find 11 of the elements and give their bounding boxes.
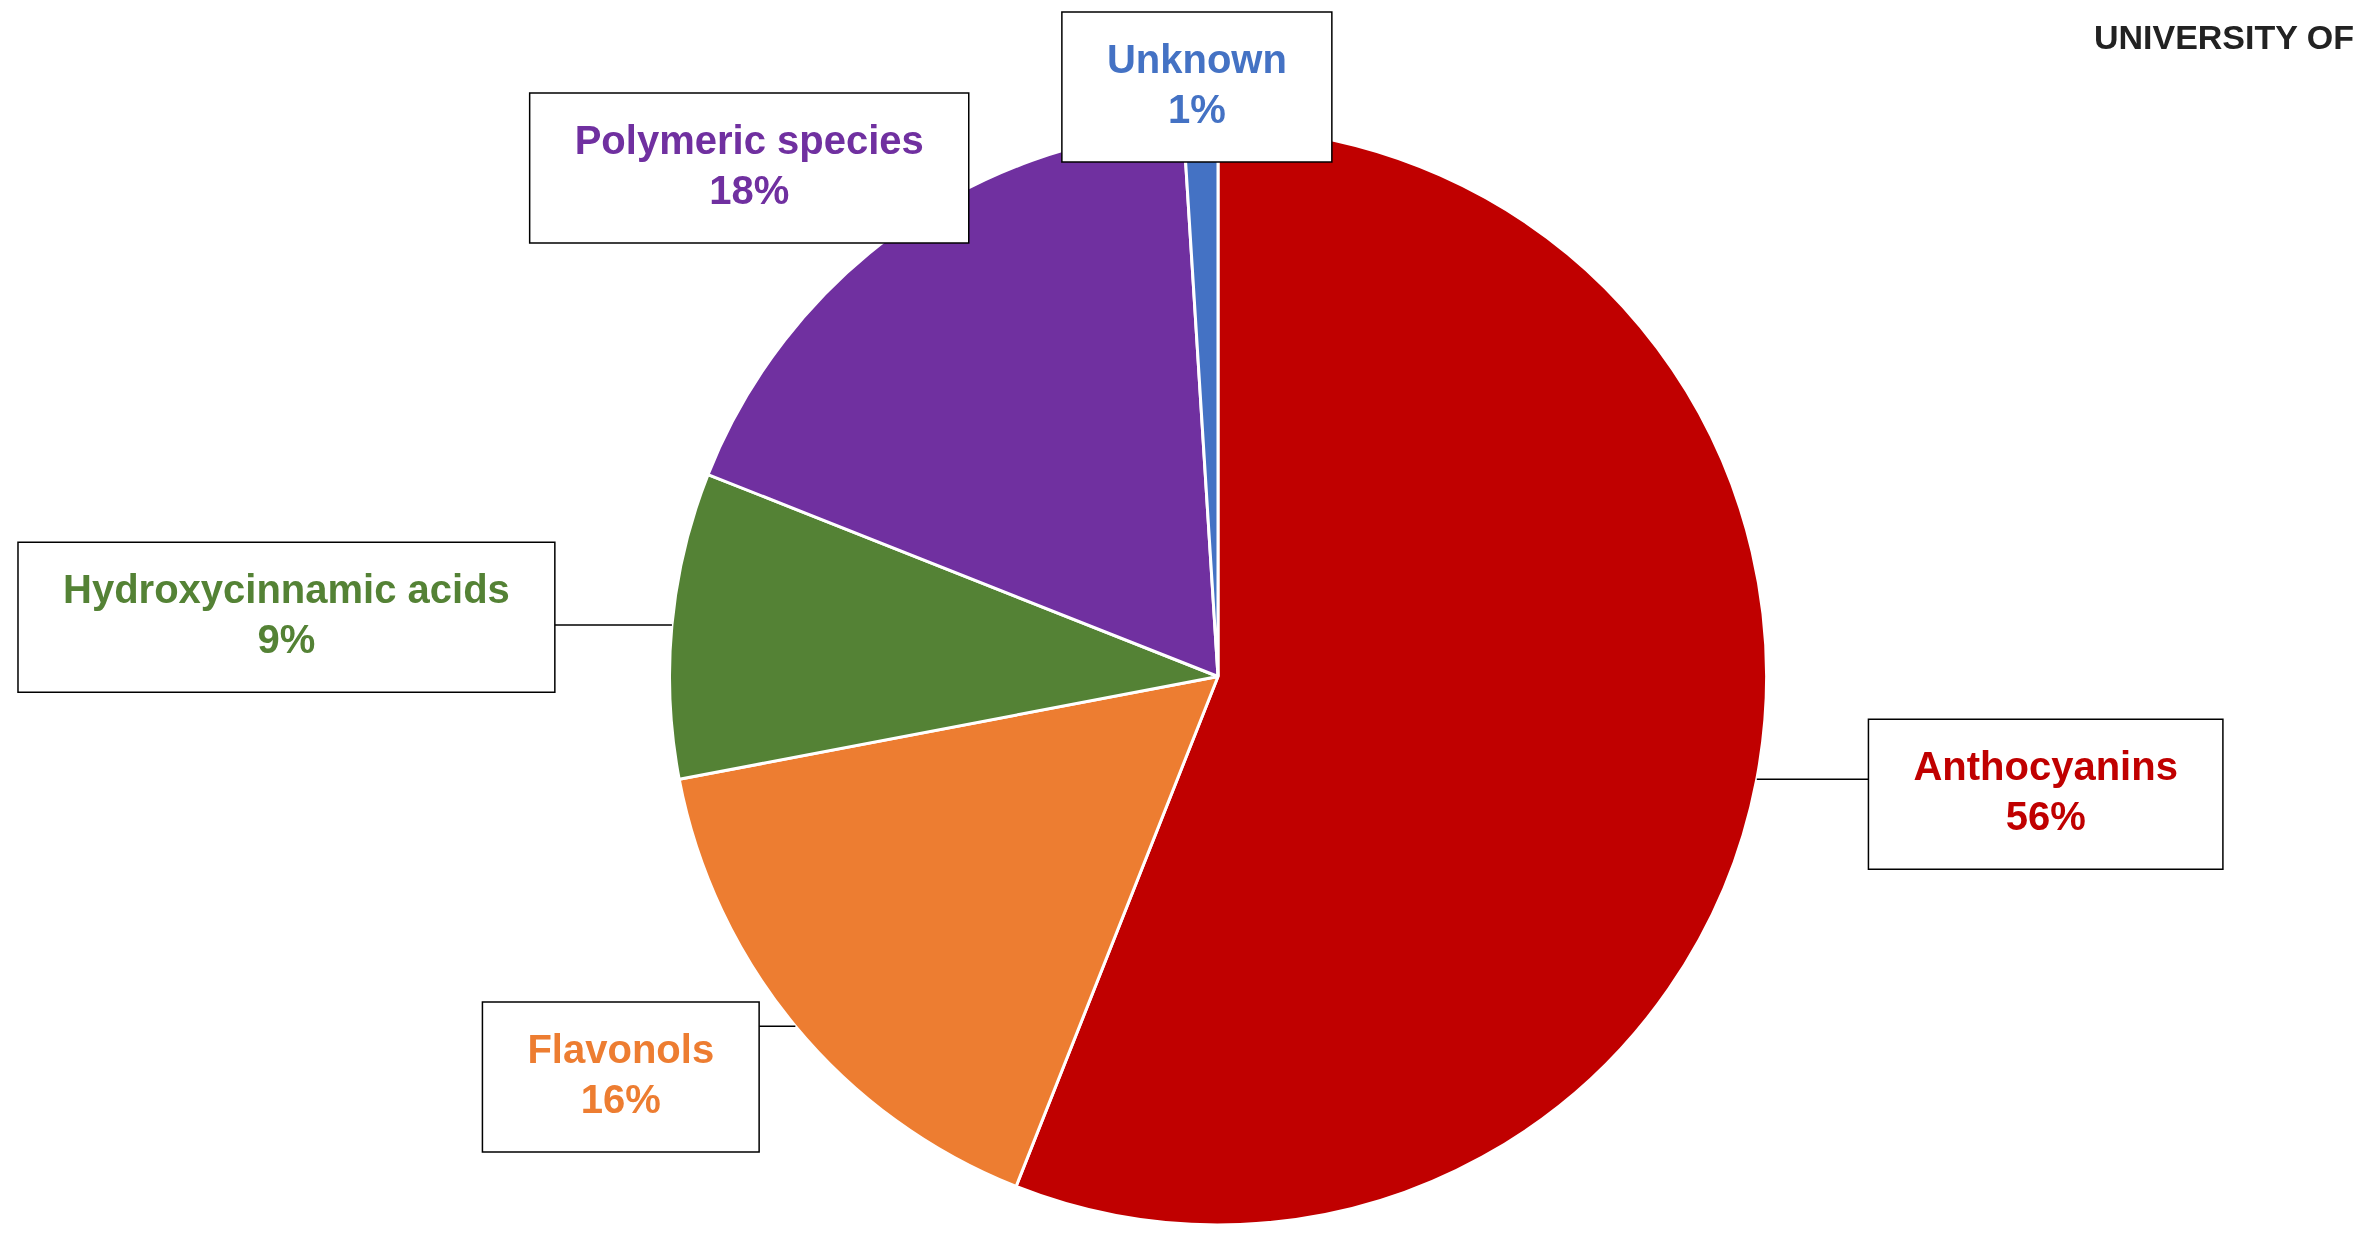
slice-label: Polymeric species <box>574 118 924 163</box>
data-label: 18% <box>709 168 790 213</box>
data-label: 56% <box>2005 794 2086 839</box>
slice-label: Anthocyanins <box>1913 744 2178 789</box>
data-label: 9% <box>257 617 316 662</box>
data-label: 1% <box>1167 87 1226 132</box>
text: UNIVERSITY OF <box>2093 18 2354 57</box>
slice-label: Hydroxycinnamic acids <box>62 567 510 612</box>
slice-label: Unknown <box>1106 37 1287 82</box>
slice-label: Flavonols <box>527 1027 715 1072</box>
data-label: 16% <box>580 1077 661 1122</box>
